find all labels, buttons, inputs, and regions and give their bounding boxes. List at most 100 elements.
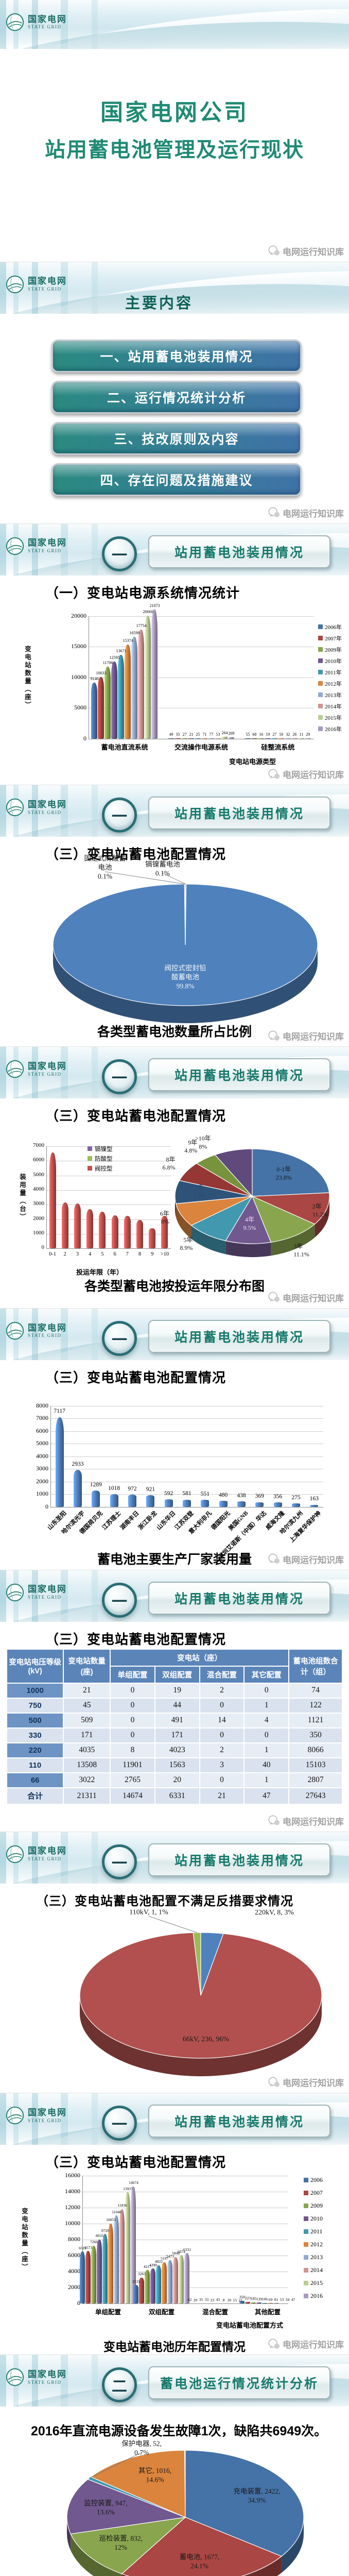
header-band: 国家电网 STATE GRID: [0, 0, 349, 49]
pie-slice: [214, 1148, 253, 1197]
table-row: 500 509 0 491 14 4 1121: [6, 1712, 343, 1728]
bar-value-label: 71: [202, 732, 207, 737]
bar-value-label: 11706: [102, 660, 113, 666]
col-single: 单组配置: [110, 1665, 155, 1684]
table-cell: 0: [243, 1727, 290, 1743]
legend-swatch: [318, 703, 323, 708]
bar-value-label: 23: [210, 2297, 215, 2302]
bar-value-label: 209: [228, 731, 235, 736]
manufacturers-bar-chart: 0 1000 2000 3000 4000 5000 6000 7000 8000 7117 山东圣…: [10, 1399, 340, 1569]
x-category-label: 4: [89, 1251, 92, 1258]
state-grid-logo: 国家电网 STATE GRID: [5, 798, 67, 817]
pie-label: 固定式防酸蓄电池 0.1%: [84, 855, 126, 880]
logo-en: STATE GRID: [28, 286, 62, 292]
table-cell: 4: [243, 1712, 290, 1728]
row-header-cell: 110: [6, 1757, 64, 1773]
legend-label: 2012年: [325, 681, 342, 687]
y-tick-label: 7000: [33, 1142, 44, 1149]
watermark: 电网运行知识库: [268, 2076, 344, 2089]
section-number: 一: [102, 1059, 137, 1095]
state-grid-globe-icon: [6, 537, 24, 555]
bar-value-label: 77: [209, 732, 214, 737]
table-cell: 0: [199, 1727, 245, 1743]
legend-label: 2016年: [325, 726, 342, 733]
bar-value-label: 25: [196, 732, 200, 737]
legend-swatch: [318, 624, 323, 629]
bar: [145, 2270, 150, 2304]
legend-label: 2016: [310, 2292, 323, 2300]
legend-label: 2015: [310, 2279, 323, 2287]
pie-label: 2年 11.2%: [312, 1203, 328, 1218]
bar: [292, 1503, 300, 1507]
header-band: 国家电网 STATE GRID 一 站用蓄电池装用情况: [0, 523, 349, 575]
pie-label: 0-1年 23.8%: [276, 1166, 292, 1181]
bar-value-label: 13671: [116, 648, 127, 653]
bar-value-label: 223: [245, 2296, 251, 2301]
slide-noncompliant: 国家电网 STATE GRID 一 站用蓄电池装用情况 （三）变电站蓄电池配置不满…: [0, 1831, 349, 2093]
legend-label: 阀控型: [95, 1166, 113, 1173]
bar: [179, 2255, 184, 2304]
table-cell: 1: [243, 1772, 290, 1788]
bar-value-label: 1289: [90, 1481, 102, 1488]
x-category-label: 山东华日: [155, 1510, 177, 1532]
row-header-cell: 1000: [6, 1682, 64, 1699]
legend-swatch: [304, 2191, 308, 2196]
y-tick-label: 4000: [33, 1186, 44, 1193]
bar: [310, 1504, 319, 1507]
bar-value-label: 26: [292, 732, 297, 737]
section-banner: 站用蓄电池装用情况: [148, 2105, 330, 2138]
bar-value-label: 47: [291, 2297, 295, 2302]
table-cell: 0: [199, 1697, 245, 1714]
state-grid-globe-icon: [6, 2107, 24, 2125]
bar-value-label: 5848: [172, 2251, 180, 2256]
x-category-label: 单组配置: [95, 2309, 121, 2316]
legend-swatch: [304, 2178, 308, 2183]
legend-swatch: [318, 647, 323, 652]
x-category-label: 蓄电池直流系统: [101, 743, 148, 751]
legend-swatch: [304, 2294, 308, 2299]
state-grid-globe-icon: [6, 1321, 24, 1340]
state-grid-globe-icon: [6, 799, 24, 817]
state-grid-logo: 国家电网 STATE GRID: [5, 2106, 67, 2125]
bar-value-label: 7117: [54, 1408, 65, 1415]
bar: [262, 2302, 267, 2304]
bar: [111, 1215, 118, 1249]
bar: [125, 644, 131, 739]
table-cell: 45: [63, 1697, 111, 1714]
logo-cn: 国家电网: [28, 2108, 67, 2118]
x-axis-title: 变电站蓄电池配置方式: [216, 2321, 284, 2330]
section-banner: 蓄电池运行情况统计分析: [148, 2366, 330, 2400]
pie-slice: [251, 1196, 316, 1243]
col-total: 蓄电池组数合计（组）: [288, 1648, 343, 1684]
legend-label: 2014年: [325, 703, 342, 710]
pie-slice: [252, 1148, 330, 1197]
pie-label: 66kV, 236, 96%: [183, 2036, 229, 2043]
table-cell: 40: [243, 1757, 290, 1773]
y-tick-label: 2000: [36, 1477, 48, 1485]
bar-value-label: 6331: [183, 2247, 191, 2252]
bar-value-label: 264: [221, 731, 228, 736]
logo-cn: 国家电网: [28, 1061, 67, 1071]
bar-value-label: 480: [219, 1492, 228, 1498]
bar: [251, 2302, 256, 2304]
table-row: 合计 21311 14674 6331 21 47 27643: [6, 1787, 343, 1805]
logo-en: STATE GRID: [28, 2117, 62, 2123]
col-double: 双组配置: [154, 1665, 200, 1684]
state-grid-globe-icon: [6, 1583, 24, 1601]
state-grid-logo: 国家电网 STATE GRID: [5, 1321, 67, 1341]
bar: [245, 2301, 250, 2304]
pie-slice: [70, 2517, 186, 2574]
x-category-label: 5: [101, 1251, 104, 1258]
x-axis-title: 投运年限（年）: [76, 1268, 124, 1277]
table-row: 66 3022 2765 20 0 1 2807: [6, 1772, 343, 1788]
slide-battery-types: 国家电网 STATE GRID 一 站用蓄电池装用情况 （三）变电站蓄电池配置情况…: [0, 785, 349, 1047]
table-cell: 350: [288, 1727, 343, 1743]
logo-cn: 国家电网: [28, 14, 67, 24]
y-tick-label: 1000: [36, 1490, 48, 1498]
table-cell: 14: [199, 1712, 245, 1728]
legend-label: 2011: [310, 2228, 323, 2235]
bar: [151, 609, 158, 739]
legend-swatch: [304, 2255, 308, 2260]
watermark: 电网运行知识库: [268, 768, 344, 781]
